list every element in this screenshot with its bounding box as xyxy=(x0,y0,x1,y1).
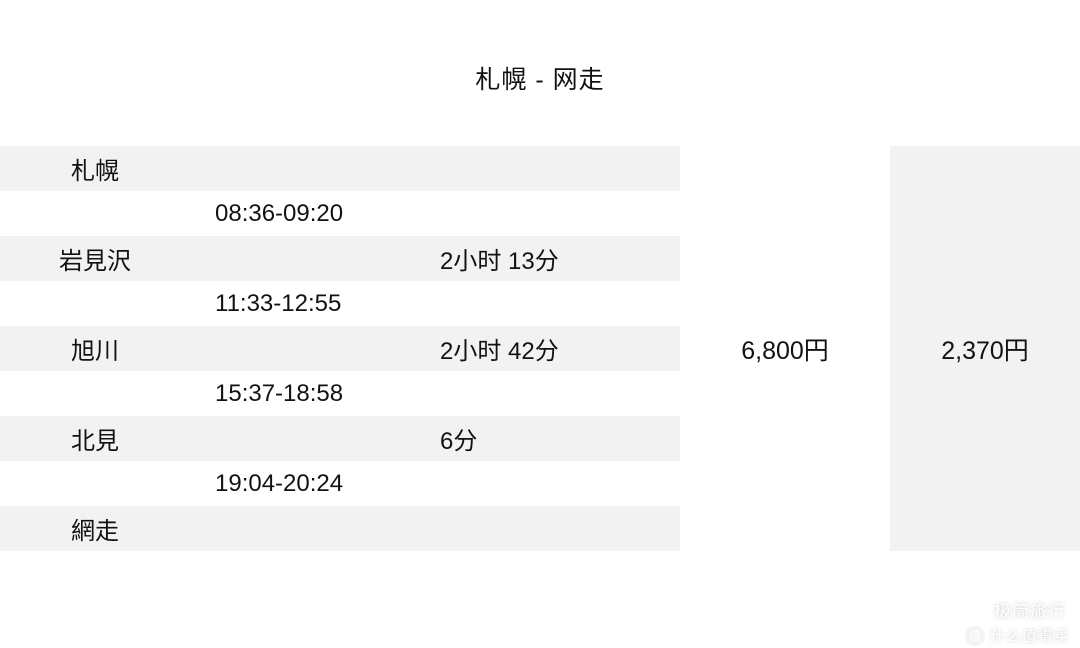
segment-row: 11:33-12:55 xyxy=(0,281,680,326)
station-name: 岩見沢 xyxy=(0,241,190,276)
smzdm-watermark-text: 什么值得买 xyxy=(990,625,1070,646)
wechat-icon xyxy=(966,599,988,621)
wechat-watermark-text: 极简旅行 xyxy=(994,597,1066,622)
segment-row: 08:36-09:20 xyxy=(0,191,680,236)
station-name: 北見 xyxy=(0,421,190,456)
segment-time: 08:36-09:20 xyxy=(190,200,410,228)
price-column-2: 2,370円 xyxy=(890,146,1080,551)
station-row: 旭川 2小时 42分 xyxy=(0,326,680,371)
duration-cell: 6分 xyxy=(410,421,477,456)
smzdm-watermark: 值 什么值得买 xyxy=(965,625,1070,646)
station-name: 旭川 xyxy=(0,331,190,366)
wechat-watermark: 极简旅行 xyxy=(966,597,1066,622)
station-row: 網走 xyxy=(0,506,680,551)
segment-time: 19:04-20:24 xyxy=(190,470,410,498)
station-row: 札幌 xyxy=(0,146,680,191)
segment-row: 19:04-20:24 xyxy=(0,461,680,506)
duration-cell: 2小时 42分 xyxy=(410,331,559,366)
price-column-1: 6,800円 xyxy=(680,146,890,551)
price-value-1: 6,800円 xyxy=(741,331,829,367)
station-row: 北見 6分 xyxy=(0,416,680,461)
price-value-2: 2,370円 xyxy=(941,331,1029,367)
route-title: 札幌 - 网走 xyxy=(0,60,1080,96)
schedule-table: 札幌 08:36-09:20 岩見沢 2小时 13分 11:33-12:55 旭… xyxy=(0,146,680,551)
station-name: 網走 xyxy=(0,511,190,546)
station-name: 札幌 xyxy=(0,151,190,186)
segment-time: 15:37-18:58 xyxy=(190,380,410,408)
zhi-badge-icon: 值 xyxy=(965,626,985,646)
content-container: 札幌 08:36-09:20 岩見沢 2小时 13分 11:33-12:55 旭… xyxy=(0,146,1080,551)
station-row: 岩見沢 2小时 13分 xyxy=(0,236,680,281)
duration-cell: 2小时 13分 xyxy=(410,241,559,276)
segment-row: 15:37-18:58 xyxy=(0,371,680,416)
segment-time: 11:33-12:55 xyxy=(190,290,410,318)
